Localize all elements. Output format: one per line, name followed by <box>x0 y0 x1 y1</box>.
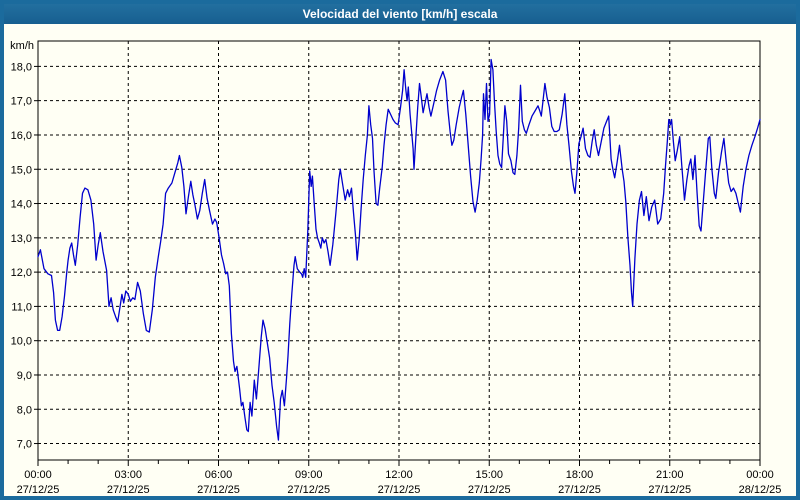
y-tick-label: 18,0 <box>11 61 32 73</box>
y-tick-label: 13,0 <box>11 233 32 245</box>
window-title-bar: Velocidad del viento [km/h] escala <box>4 4 796 24</box>
x-tick-date-label: 27/12/25 <box>378 484 421 496</box>
x-tick-time-label: 18:00 <box>566 469 594 481</box>
y-tick-label: 17,0 <box>11 96 32 108</box>
y-tick-label: 10,0 <box>11 336 32 348</box>
y-tick-label: 9,0 <box>17 370 32 382</box>
wind-speed-chart: 18,0 17,0 16,0 15,0 14,0 13,0 12,0 11,0 10,0 9,0 8… <box>10 40 782 496</box>
x-tick-time-label: 00:00 <box>24 469 52 481</box>
x-tick-date-label: 28/12/25 <box>739 484 782 496</box>
x-tick-time-label: 09:00 <box>295 469 323 481</box>
x-tick-date-label: 27/12/25 <box>17 484 60 496</box>
x-tick-time-label: 21:00 <box>656 469 684 481</box>
chart-area: 18,0 17,0 16,0 15,0 14,0 13,0 12,0 11,0 10,0 9,0 8… <box>4 24 796 496</box>
x-tick-time-label: 00:00 <box>746 469 774 481</box>
x-tick-date-label: 27/12/25 <box>107 484 150 496</box>
y-tick-label: 14,0 <box>11 199 32 211</box>
x-tick-date-label: 27/12/25 <box>468 484 511 496</box>
window-title: Velocidad del viento [km/h] escala <box>302 7 498 21</box>
y-tick-label: 8,0 <box>17 404 32 416</box>
x-tick-date-label: 27/12/25 <box>558 484 601 496</box>
x-tick-date-label: 27/12/25 <box>197 484 240 496</box>
y-tick-label: 15,0 <box>11 164 32 176</box>
wind-speed-line <box>37 58 761 441</box>
x-tick-date-label: 27/12/25 <box>287 484 330 496</box>
y-axis-unit-label: km/h <box>10 40 34 52</box>
x-tick-time-label: 06:00 <box>205 469 233 481</box>
x-tick-time-label: 03:00 <box>114 469 142 481</box>
y-tick-label: 11,0 <box>11 301 32 313</box>
x-tick-time-label: 15:00 <box>475 469 503 481</box>
y-tick-label: 16,0 <box>11 130 32 142</box>
y-tick-label: 7,0 <box>17 439 32 451</box>
y-tick-label: 12,0 <box>11 267 32 279</box>
x-tick-time-label: 12:00 <box>385 469 413 481</box>
x-tick-date-label: 27/12/25 <box>648 484 691 496</box>
